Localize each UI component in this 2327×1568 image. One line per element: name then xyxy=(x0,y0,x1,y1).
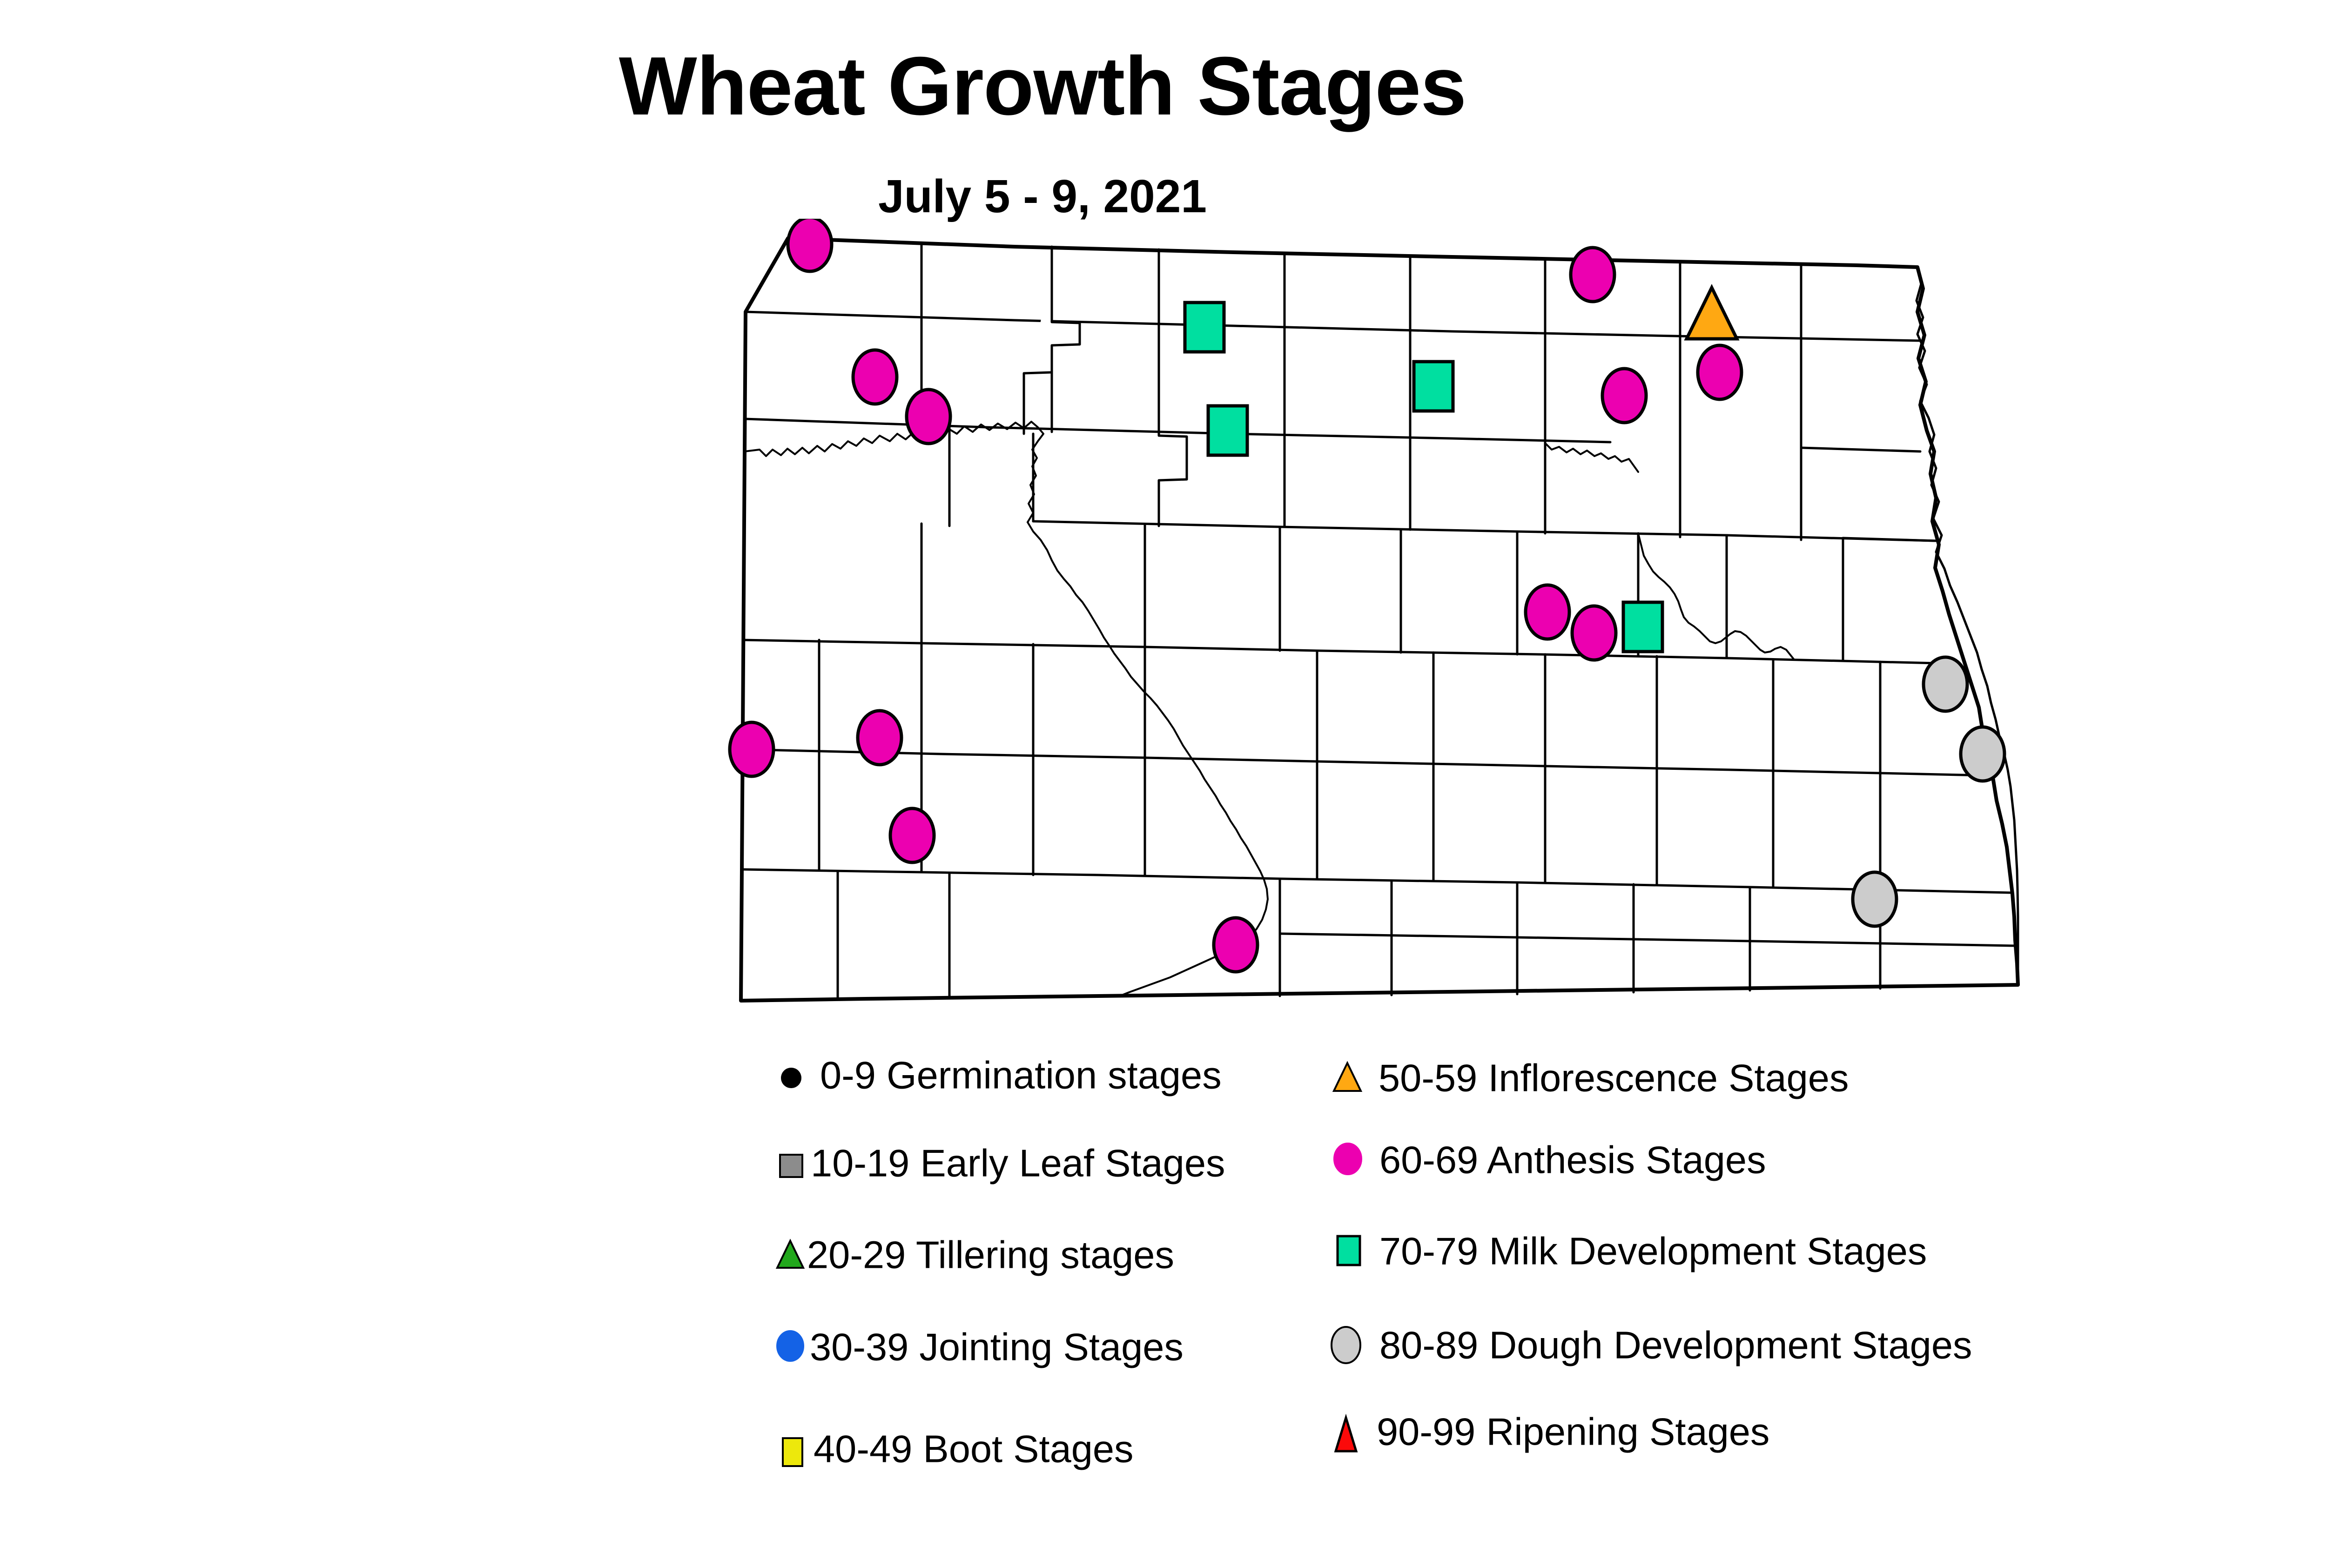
cty-v-a2 xyxy=(1022,245,1081,435)
marker-milk[interactable] xyxy=(1621,600,1664,653)
tier-line-2b xyxy=(1232,432,1612,444)
page-subtitle: July 5 - 9, 2021 xyxy=(878,170,1207,222)
early-leaf-square-icon xyxy=(763,1135,819,1191)
jointing-circle-icon xyxy=(763,1319,819,1375)
legend-label: 40-49 Boot Stages xyxy=(814,1427,1134,1471)
marker-anthesis[interactable] xyxy=(728,720,775,778)
marker-anthesis[interactable] xyxy=(888,807,936,864)
north-dakota-county-map[interactable] xyxy=(726,219,2048,1024)
tillering-triangle-icon xyxy=(763,1227,819,1283)
tier-line-1b xyxy=(1232,324,1922,342)
red-river-border xyxy=(1915,266,2019,986)
marker-dough[interactable] xyxy=(1851,870,1898,928)
legend-label: 60-69 Anthesis Stages xyxy=(1379,1138,1766,1182)
marker-dough[interactable] xyxy=(1959,725,2006,783)
legend-label: 80-89 Dough Development Stages xyxy=(1379,1323,1972,1367)
marker-anthesis[interactable] xyxy=(851,348,899,406)
map-markers xyxy=(728,219,2006,974)
marker-milk[interactable] xyxy=(1183,301,1226,354)
legend: 0-9 Germination stages 10-19 Early Leaf … xyxy=(763,1047,2113,1494)
tier-line-4b xyxy=(1316,649,1956,665)
marker-milk[interactable] xyxy=(1206,404,1249,457)
legend-label: 0-9 Germination stages xyxy=(820,1053,1222,1097)
legend-label: 20-29 Tillering stages xyxy=(807,1233,1174,1277)
milk-square-icon xyxy=(1322,1223,1378,1279)
marker-anthesis[interactable] xyxy=(1570,604,1618,662)
legend-label: 70-79 Milk Development Stages xyxy=(1379,1229,1927,1273)
inflorescence-triangle-icon xyxy=(1322,1050,1378,1106)
germination-circle-icon xyxy=(763,1047,819,1103)
marker-anthesis[interactable] xyxy=(1601,367,1648,424)
marker-anthesis[interactable] xyxy=(1696,343,1743,401)
legend-label: 90-99 Ripening Stages xyxy=(1377,1410,1770,1454)
james-river xyxy=(1637,532,1795,660)
legend-label: 10-19 Early Leaf Stages xyxy=(811,1141,1225,1185)
legend-label: 30-39 Jointing Stages xyxy=(810,1325,1184,1369)
page-title: Wheat Growth Stages xyxy=(619,40,1467,132)
marker-anthesis[interactable] xyxy=(856,709,903,767)
tier-line-3 xyxy=(1032,520,1728,537)
marker-anthesis[interactable] xyxy=(905,388,952,445)
ne-sub-1 xyxy=(1800,446,1922,453)
ripening-triangle-icon xyxy=(1322,1409,1378,1465)
marker-inflorescence[interactable] xyxy=(1684,284,1740,341)
marker-anthesis[interactable] xyxy=(1569,246,1616,303)
tier-line-5b xyxy=(1316,760,1984,777)
devils-lake-outline xyxy=(1544,442,1639,473)
anthesis-circle-icon xyxy=(1322,1132,1378,1188)
legend-label: 50-59 Inflorescence Stages xyxy=(1379,1056,1849,1100)
marker-anthesis[interactable] xyxy=(1212,916,1259,974)
marker-anthesis[interactable] xyxy=(786,219,834,273)
ne-sub-2 xyxy=(1842,537,1937,542)
marker-anthesis[interactable] xyxy=(1524,583,1571,641)
cty-v-b3 xyxy=(1157,323,1188,527)
state-outline xyxy=(739,236,2020,1003)
map-counties xyxy=(739,236,2020,1003)
tier-line-1 xyxy=(744,310,1235,327)
marker-dough[interactable] xyxy=(1922,655,1969,713)
marker-milk[interactable] xyxy=(1412,360,1455,413)
dough-circle-icon xyxy=(1322,1317,1378,1373)
boot-square-icon xyxy=(763,1429,819,1485)
